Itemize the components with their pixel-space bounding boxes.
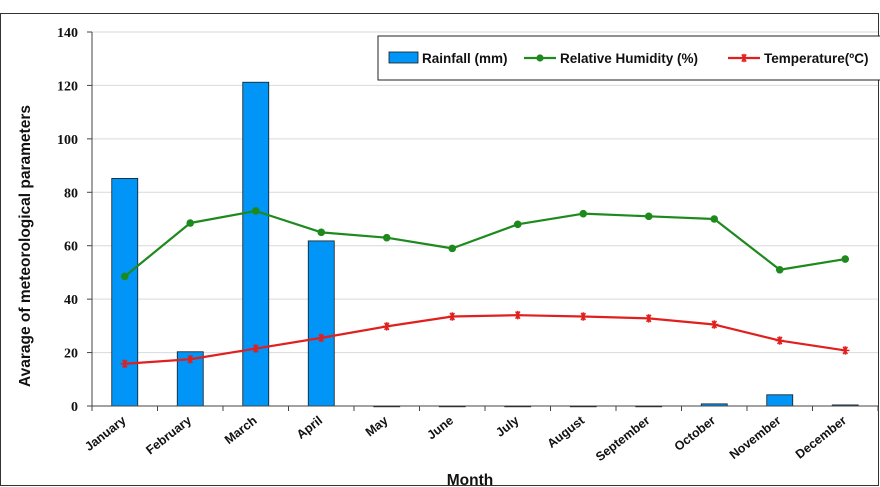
line-temperature — [124, 314, 846, 365]
legend-rainfall-swatch — [388, 51, 419, 64]
point-temperature — [382, 322, 391, 331]
x-axis-title: Month — [447, 472, 493, 487]
point-humidity — [251, 207, 260, 215]
bar-rainfall — [242, 81, 270, 407]
point-humidity — [644, 212, 653, 221]
y-tick-label: 0 — [71, 400, 78, 415]
point-temperature — [186, 355, 195, 364]
point-humidity — [317, 228, 326, 237]
y-tick-label: 100 — [57, 133, 78, 148]
point-temperature — [841, 346, 850, 355]
point-temperature — [579, 312, 588, 321]
point-humidity — [710, 215, 719, 223]
legend-humidity-label: Relative Humidity (%) — [560, 51, 698, 66]
point-humidity — [120, 272, 129, 281]
bar-rainfall — [307, 240, 335, 407]
point-temperature — [710, 320, 719, 329]
point-humidity — [186, 219, 195, 227]
grid-lines — [92, 31, 878, 354]
legend-box — [377, 35, 880, 81]
legend-humidity-marker — [536, 54, 544, 62]
bar-rainfall — [111, 177, 139, 407]
point-temperature — [644, 314, 653, 323]
y-tick-label: 80 — [64, 186, 78, 201]
point-humidity — [382, 233, 391, 242]
point-humidity — [448, 244, 457, 253]
y-tick-label: 40 — [64, 293, 78, 308]
legend-rainfall-label: Rainfall (mm) — [422, 51, 508, 66]
axes — [87, 31, 879, 411]
point-humidity — [775, 265, 784, 274]
y-tick-label: 60 — [64, 240, 78, 255]
line-humidity — [124, 209, 846, 278]
point-humidity — [513, 220, 522, 229]
y-tick-label: 20 — [64, 347, 78, 362]
legend-temperature-marker — [739, 53, 749, 63]
point-humidity — [841, 255, 850, 263]
bar-rainfall — [766, 394, 794, 407]
y-tick-label: 120 — [57, 79, 78, 94]
y-tick-label: 140 — [57, 26, 78, 41]
point-temperature — [775, 336, 784, 345]
point-temperature — [448, 312, 457, 321]
legend-temperature-star — [739, 53, 749, 63]
legend-temperature-label: Temperature(ºC) — [764, 51, 868, 66]
point-humidity — [579, 209, 588, 218]
point-temperature — [513, 310, 522, 320]
y-axis-title: Avarage of meteorological parameters — [17, 105, 34, 387]
lines-layer — [120, 207, 850, 368]
point-temperature — [120, 359, 129, 368]
legend: Rainfall (mm) Relative Humidity (%) Temp… — [377, 35, 880, 81]
point-temperature — [317, 333, 326, 343]
point-temperature — [251, 344, 260, 353]
